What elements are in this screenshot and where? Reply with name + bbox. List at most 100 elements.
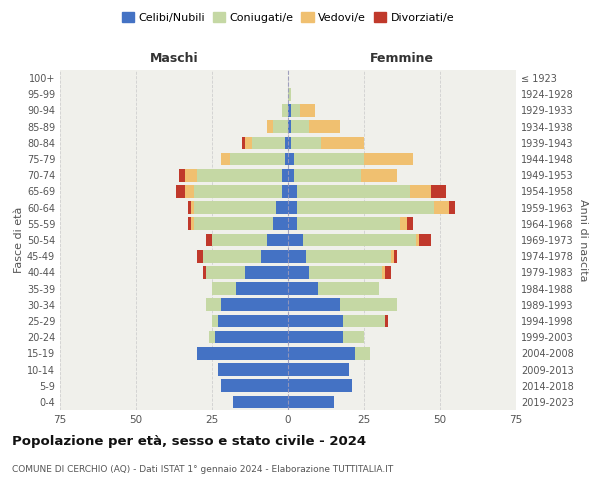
Bar [340,298,397,311]
Bar [194,185,282,198]
Bar [419,234,431,246]
Bar [221,298,288,311]
Bar [385,266,391,278]
Bar [297,218,400,230]
Text: COMUNE DI CERCHIO (AQ) - Dati ISTAT 1° gennaio 2024 - Elaborazione TUTTITALIA.IT: COMUNE DI CERCHIO (AQ) - Dati ISTAT 1° g… [12,465,393,474]
Bar [191,218,194,230]
Bar [288,120,291,133]
Bar [410,185,431,198]
Bar [267,234,288,246]
Bar [306,250,391,262]
Bar [385,314,388,328]
Bar [291,120,309,133]
Text: Femmine: Femmine [370,52,434,65]
Bar [288,136,291,149]
Bar [206,266,245,278]
Bar [206,298,221,311]
Bar [285,152,288,166]
Bar [185,169,197,181]
Bar [260,250,288,262]
Bar [197,250,203,262]
Bar [291,136,322,149]
Bar [218,363,288,376]
Bar [355,347,370,360]
Bar [285,136,288,149]
Bar [188,202,191,214]
Bar [273,218,288,230]
Bar [416,234,419,246]
Text: Popolazione per età, sesso e stato civile - 2024: Popolazione per età, sesso e stato civil… [12,435,366,448]
Bar [288,266,309,278]
Bar [267,120,273,133]
Bar [203,250,260,262]
Bar [230,152,285,166]
Bar [212,234,267,246]
Bar [203,266,206,278]
Bar [185,185,194,198]
Bar [400,218,407,230]
Bar [273,120,288,133]
Bar [288,298,340,311]
Bar [242,136,245,149]
Bar [361,169,397,181]
Bar [282,104,288,117]
Bar [288,104,291,117]
Bar [394,250,397,262]
Bar [212,314,218,328]
Bar [288,314,343,328]
Bar [288,234,303,246]
Bar [294,169,361,181]
Legend: Celibi/Nubili, Coniugati/e, Vedovi/e, Divorziati/e: Celibi/Nubili, Coniugati/e, Vedovi/e, Di… [118,8,458,28]
Bar [319,282,379,295]
Bar [215,331,288,344]
Bar [194,202,276,214]
Bar [288,88,291,101]
Bar [288,347,355,360]
Bar [197,169,282,181]
Bar [245,266,288,278]
Bar [343,331,364,344]
Bar [322,136,364,149]
Text: Maschi: Maschi [149,52,199,65]
Bar [288,331,343,344]
Bar [221,152,230,166]
Bar [288,250,306,262]
Bar [288,202,297,214]
Bar [288,396,334,408]
Bar [191,202,194,214]
Bar [282,169,288,181]
Bar [276,202,288,214]
Bar [209,331,215,344]
Bar [309,120,340,133]
Bar [197,347,288,360]
Bar [194,218,273,230]
Bar [282,185,288,198]
Bar [233,396,288,408]
Bar [309,266,382,278]
Bar [407,218,413,230]
Bar [291,104,300,117]
Bar [300,104,316,117]
Bar [221,380,288,392]
Y-axis label: Anni di nascita: Anni di nascita [578,198,587,281]
Bar [364,152,413,166]
Bar [288,380,352,392]
Bar [288,282,319,295]
Bar [251,136,285,149]
Bar [391,250,394,262]
Bar [288,185,297,198]
Y-axis label: Fasce di età: Fasce di età [14,207,24,273]
Bar [288,218,297,230]
Bar [179,169,185,181]
Bar [431,185,446,198]
Bar [212,282,236,295]
Bar [288,363,349,376]
Bar [343,314,385,328]
Bar [294,152,364,166]
Bar [449,202,455,214]
Bar [206,234,212,246]
Bar [382,266,385,278]
Bar [236,282,288,295]
Bar [297,202,434,214]
Bar [288,169,294,181]
